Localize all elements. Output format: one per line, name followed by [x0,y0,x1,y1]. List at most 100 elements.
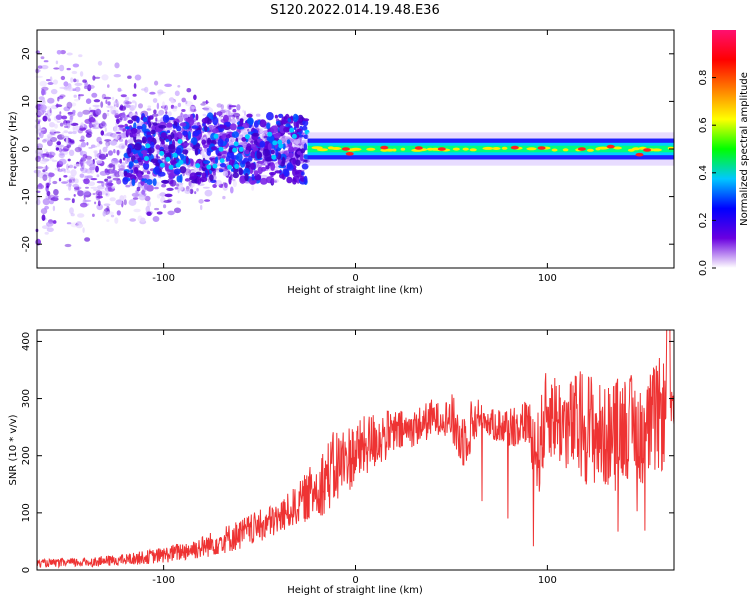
spectrogram-speckle [110,214,115,218]
spectrogram-speckle [156,211,163,215]
spectrogram-speckle [127,139,134,144]
spectrogram-hotspot [144,156,149,161]
spectrogram-speckle [132,93,137,97]
spectrogram-cluster [251,179,257,184]
spectrogram-speckle [154,80,159,86]
spectrogram-speckle [53,189,59,196]
spectrogram-speckle [106,169,110,176]
spectrogram-cluster [266,122,271,130]
spectrogram-cluster [173,168,181,175]
spectrogram-speckle [118,124,125,128]
spectrogram-speckle [73,78,77,83]
spectrogram-speckle [152,216,160,222]
spectrogram-cluster [228,147,233,153]
spectrogram-cluster [292,157,297,165]
spectrogram-speckle [117,164,121,168]
spectrogram-speckle [146,108,152,111]
spectrogram-cluster [274,114,278,119]
spectrogram-speckle [42,198,50,206]
spectrogram-hotspot [271,154,277,160]
spectrogram-speckle [152,98,158,103]
spectrogram-speckle [35,148,44,155]
spectrogram-cluster [150,158,159,163]
spectrogram-cluster [173,132,178,140]
spectrogram-speckle [74,146,82,153]
x-tick-label: 0 [352,575,358,586]
spectrogram-speckle [74,125,79,132]
spectrogram-speckle [66,163,69,171]
colorbar-tick-label: 0.8 [698,70,709,86]
spectrogram-speckle [108,163,114,168]
spectrogram-cluster [295,114,299,121]
spectrogram-cluster [194,149,199,156]
spectrogram-speckle [198,199,204,204]
spectrogram-cluster [270,162,276,171]
spectrogram-speckle [44,231,49,235]
spectrogram-speckle [177,102,182,108]
spectrogram-speckle [104,139,112,142]
spectrogram-speckle [106,211,114,215]
spectrogram-speckle [177,85,181,88]
spectrogram-speckle [154,207,160,211]
spectrogram-cluster [243,168,251,176]
spectrogram-cluster [299,153,304,161]
spectrogram-speckle [164,83,173,88]
spectrogram-speckle [47,194,56,201]
spectrogram-speckle [146,184,154,192]
spectrogram-hotspot [267,131,273,137]
spectrogram-speckle [72,63,80,68]
spectrogram-speckle [52,180,58,185]
spectrogram-cluster [231,131,239,139]
spectrogram-cluster [201,117,209,124]
spectrogram-speckle [110,140,118,145]
spectrogram-speckle [40,208,48,215]
spectrogram-speckle [101,74,109,81]
spectrogram-speckle [100,130,105,136]
spectrogram-cluster [160,132,167,139]
spectrogram-speckle [89,122,92,129]
spectrogram-cluster [203,160,211,165]
spectrogram-speckle [94,201,97,205]
spectrogram-speckle [64,123,67,127]
spectrogram-cluster [176,175,182,183]
spectrogram-speckle [216,163,221,166]
spectrogram-speckle [119,105,127,111]
snr-y-ticks: 0 100 200 300 400 [21,332,674,573]
spectrogram-cluster [170,132,175,140]
spectrogram-speckle [42,155,45,159]
y-tick-label: 0 [21,146,32,152]
spectrogram-speckle [164,193,173,198]
spectrogram-speckle [87,128,92,134]
spectrogram-speckle [103,133,109,137]
spectrogram-speckle [76,79,79,83]
spectrogram-cluster [253,120,259,128]
spectrogram-cluster [190,143,194,148]
spectrogram-speckle [75,223,84,229]
band-peak [392,148,397,152]
spectrogram-speckle [230,118,236,124]
spectrogram-cluster [212,116,219,126]
spectrogram-cluster [130,127,138,134]
spectrogram-speckle [96,203,103,211]
spectrogram-cluster [256,150,261,160]
spectrogram-speckle [48,178,51,183]
spectrogram-speckle [86,159,94,166]
spectrogram-cluster [161,140,165,145]
spectrogram-speckle [302,139,306,143]
spectrogram-speckle [123,100,130,105]
spectrogram-speckle [82,190,91,196]
spectrogram-speckle [236,104,241,111]
spectrogram-speckle [232,112,241,118]
spectrogram-speckle [115,199,123,206]
spectrogram-speckle [116,118,120,125]
spectrogram-cluster [247,117,254,126]
spectrogram-speckle [63,125,69,128]
spectrogram-speckle [82,227,85,234]
spectrogram-cluster [155,144,161,150]
spectrogram-speckle [52,79,59,85]
spectrogram-speckle [43,60,49,63]
spectrogram-speckle [170,104,175,109]
spectrogram-speckle [121,165,126,168]
spectrogram-speckle [216,111,223,116]
spectrogram-cluster [130,174,137,181]
